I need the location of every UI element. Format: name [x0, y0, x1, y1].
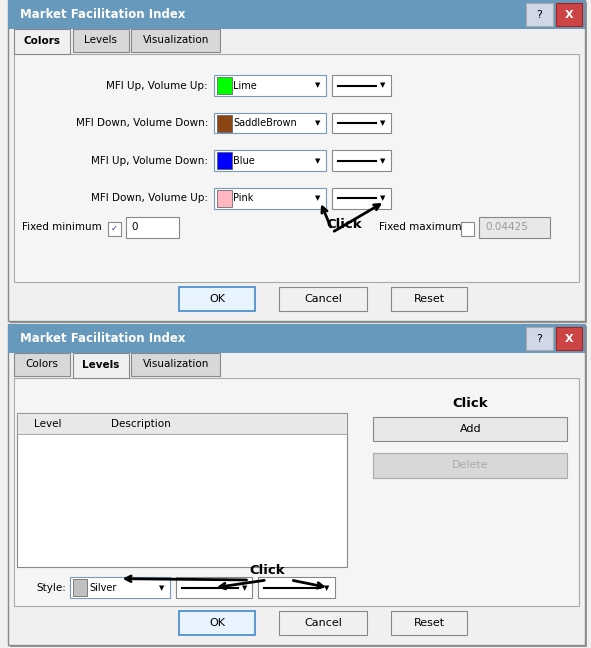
Text: ▼: ▼ — [315, 120, 321, 126]
FancyBboxPatch shape — [279, 611, 367, 635]
Text: ▼: ▼ — [324, 584, 330, 591]
FancyBboxPatch shape — [214, 188, 326, 209]
FancyBboxPatch shape — [70, 577, 170, 598]
Text: Level: Level — [34, 419, 62, 429]
FancyBboxPatch shape — [214, 113, 326, 133]
Text: ▼: ▼ — [315, 82, 321, 89]
FancyBboxPatch shape — [73, 29, 129, 52]
Text: ▼: ▼ — [315, 157, 321, 164]
Text: Click: Click — [326, 218, 362, 231]
FancyBboxPatch shape — [332, 188, 391, 209]
Text: Fixed minimum: Fixed minimum — [22, 222, 102, 233]
Text: ▼: ▼ — [315, 195, 321, 202]
FancyBboxPatch shape — [217, 190, 232, 207]
FancyBboxPatch shape — [373, 453, 567, 478]
FancyBboxPatch shape — [14, 353, 70, 376]
Text: Pink: Pink — [233, 193, 254, 203]
Text: ▼: ▼ — [159, 584, 164, 591]
FancyBboxPatch shape — [332, 75, 391, 96]
Text: Visualization: Visualization — [142, 34, 209, 45]
Text: ▼: ▼ — [380, 195, 385, 202]
Text: ▼: ▼ — [242, 584, 247, 591]
Text: Levels: Levels — [84, 34, 117, 45]
Text: Delete: Delete — [452, 460, 489, 470]
FancyBboxPatch shape — [73, 579, 87, 596]
Text: Market Facilitation Index: Market Facilitation Index — [20, 8, 185, 21]
FancyBboxPatch shape — [131, 29, 220, 52]
FancyBboxPatch shape — [178, 611, 255, 635]
Text: 0: 0 — [131, 222, 138, 233]
Text: OK: OK — [209, 618, 225, 628]
Text: Add: Add — [459, 424, 481, 434]
Text: Click: Click — [453, 397, 488, 410]
FancyBboxPatch shape — [8, 324, 585, 353]
Text: Blue: Blue — [233, 156, 255, 166]
FancyBboxPatch shape — [258, 577, 335, 598]
Text: MFI Down, Volume Down:: MFI Down, Volume Down: — [76, 118, 208, 128]
FancyBboxPatch shape — [391, 611, 467, 635]
FancyBboxPatch shape — [17, 413, 346, 567]
FancyBboxPatch shape — [373, 417, 567, 441]
FancyBboxPatch shape — [178, 287, 255, 311]
FancyBboxPatch shape — [73, 353, 129, 378]
FancyBboxPatch shape — [14, 54, 579, 282]
FancyBboxPatch shape — [279, 287, 367, 311]
FancyBboxPatch shape — [14, 378, 579, 606]
Text: Levels: Levels — [82, 360, 119, 371]
FancyBboxPatch shape — [217, 77, 232, 94]
Text: MFI Up, Volume Down:: MFI Up, Volume Down: — [91, 156, 208, 166]
Text: X: X — [564, 334, 573, 343]
Text: OK: OK — [209, 294, 225, 304]
FancyBboxPatch shape — [391, 287, 467, 311]
Text: ▼: ▼ — [380, 82, 385, 89]
FancyBboxPatch shape — [8, 0, 585, 29]
Text: Cancel: Cancel — [304, 618, 342, 628]
Text: ▼: ▼ — [380, 120, 385, 126]
Text: Reset: Reset — [414, 618, 444, 628]
FancyBboxPatch shape — [462, 222, 475, 236]
FancyBboxPatch shape — [479, 217, 550, 238]
Text: MFI Down, Volume Up:: MFI Down, Volume Up: — [91, 193, 208, 203]
FancyBboxPatch shape — [17, 413, 346, 434]
Text: Reset: Reset — [414, 294, 444, 304]
FancyBboxPatch shape — [126, 217, 178, 238]
FancyBboxPatch shape — [332, 113, 391, 133]
Text: Market Facilitation Index: Market Facilitation Index — [20, 332, 185, 345]
FancyBboxPatch shape — [131, 353, 220, 376]
FancyBboxPatch shape — [8, 324, 585, 645]
Text: Silver: Silver — [89, 583, 116, 593]
FancyBboxPatch shape — [8, 0, 585, 321]
FancyBboxPatch shape — [526, 3, 553, 26]
Text: Lime: Lime — [233, 80, 257, 91]
FancyBboxPatch shape — [9, 2, 587, 323]
Text: 0.04425: 0.04425 — [485, 222, 528, 233]
Text: Colors: Colors — [23, 36, 60, 47]
FancyBboxPatch shape — [556, 3, 582, 26]
Text: ?: ? — [537, 10, 543, 19]
Text: MFI Up, Volume Up:: MFI Up, Volume Up: — [106, 80, 208, 91]
Text: Colors: Colors — [25, 358, 58, 369]
FancyBboxPatch shape — [14, 29, 70, 54]
Text: Click: Click — [249, 564, 285, 577]
Text: Visualization: Visualization — [142, 358, 209, 369]
Text: ?: ? — [537, 334, 543, 343]
FancyBboxPatch shape — [108, 222, 121, 236]
FancyBboxPatch shape — [9, 326, 587, 647]
Text: Style:: Style: — [37, 583, 67, 593]
FancyBboxPatch shape — [217, 152, 232, 169]
Text: X: X — [564, 10, 573, 19]
FancyBboxPatch shape — [214, 150, 326, 171]
FancyBboxPatch shape — [214, 75, 326, 96]
FancyBboxPatch shape — [332, 150, 391, 171]
Text: ▼: ▼ — [380, 157, 385, 164]
FancyBboxPatch shape — [176, 577, 252, 598]
Text: SaddleBrown: SaddleBrown — [233, 118, 297, 128]
Text: ✓: ✓ — [111, 224, 118, 233]
FancyBboxPatch shape — [526, 327, 553, 350]
Text: Cancel: Cancel — [304, 294, 342, 304]
FancyBboxPatch shape — [217, 115, 232, 132]
FancyBboxPatch shape — [556, 327, 582, 350]
Text: Description: Description — [111, 419, 171, 429]
Text: Fixed maximum: Fixed maximum — [379, 222, 462, 233]
